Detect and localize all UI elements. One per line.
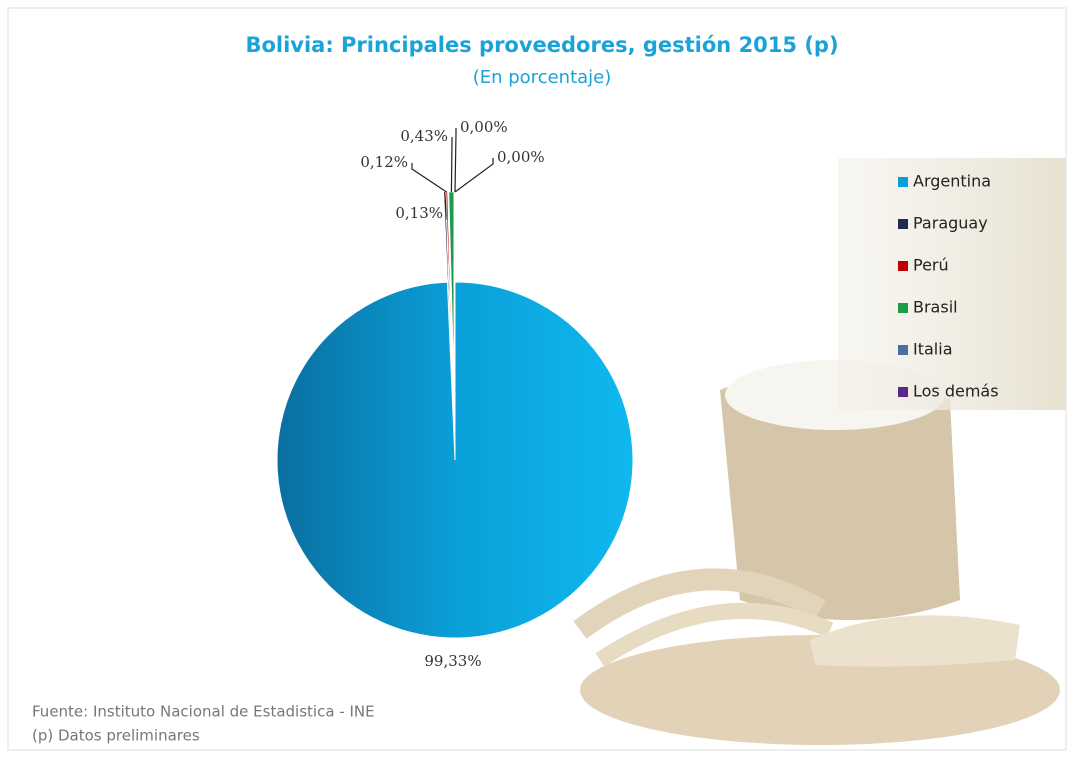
data-label: 0,12% — [360, 153, 408, 171]
legend-swatch — [898, 261, 908, 271]
leader-line — [411, 163, 448, 193]
legend-label: Brasil — [913, 298, 958, 317]
legend-swatch — [898, 219, 908, 229]
data-label: 0,43% — [400, 127, 448, 145]
background-illustration — [573, 360, 1060, 745]
legend-label: Perú — [913, 256, 949, 275]
legend-swatch — [898, 177, 908, 187]
legend-label: Los demás — [913, 382, 999, 401]
chart-title: Bolivia: Principales proveedores, gestió… — [245, 33, 838, 57]
chart-subtitle: (En porcentaje) — [473, 67, 612, 88]
leader-line — [450, 137, 453, 193]
pie-slice — [443, 191, 452, 371]
data-label: 0,13% — [395, 204, 443, 222]
data-label: 0,00% — [460, 118, 508, 136]
legend-box — [838, 158, 1066, 410]
note: (p) Datos preliminares — [32, 727, 200, 745]
legend-swatch — [898, 345, 908, 355]
leader-line — [454, 128, 457, 193]
legend-swatch — [898, 387, 908, 397]
leader-line — [454, 158, 494, 193]
data-label: 0,00% — [497, 148, 545, 166]
source: Fuente: Instituto Nacional de Estadistic… — [32, 703, 375, 721]
legend-swatch — [898, 303, 908, 313]
legend-label: Argentina — [913, 172, 991, 191]
pie-slice — [276, 281, 634, 639]
legend-label: Paraguay — [913, 214, 988, 233]
data-label: 99,33% — [424, 652, 481, 670]
legend-label: Italia — [913, 340, 953, 359]
